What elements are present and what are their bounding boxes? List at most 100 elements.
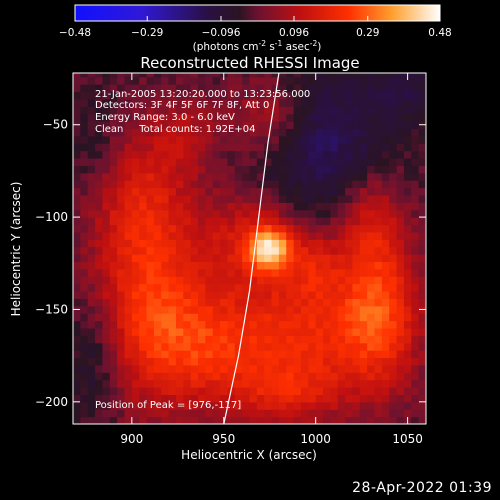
heatmap-cell bbox=[330, 187, 339, 196]
heatmap-cell bbox=[278, 327, 287, 336]
heatmap-cell bbox=[80, 268, 89, 277]
heatmap-cell bbox=[264, 327, 273, 336]
heatmap-cell bbox=[153, 364, 162, 373]
heatmap-cell bbox=[102, 276, 111, 285]
heatmap-cell bbox=[146, 135, 155, 144]
heatmap-cell bbox=[124, 84, 133, 93]
heatmap-cell bbox=[352, 290, 361, 299]
heatmap-cell bbox=[95, 372, 104, 381]
heatmap-cell bbox=[80, 283, 89, 292]
heatmap-cell bbox=[278, 335, 287, 344]
heatmap-cell bbox=[153, 224, 162, 233]
heatmap-cell bbox=[102, 194, 111, 203]
heatmap-cell bbox=[403, 268, 412, 277]
heatmap-cell bbox=[234, 327, 243, 336]
heatmap-cell bbox=[198, 121, 206, 130]
heatmap-cell bbox=[389, 150, 398, 159]
heatmap-cell bbox=[330, 194, 339, 203]
heatmap-cell bbox=[212, 268, 221, 277]
heatmap-cell bbox=[330, 320, 339, 329]
heatmap-cell bbox=[411, 106, 420, 115]
heatmap-cell bbox=[256, 409, 265, 418]
heatmap-cell bbox=[95, 254, 104, 263]
heatmap-cell bbox=[220, 180, 229, 189]
heatmap-cell bbox=[183, 165, 192, 174]
heatmap-cell bbox=[131, 224, 140, 233]
heatmap-cell bbox=[220, 202, 229, 211]
heatmap-cell bbox=[175, 217, 184, 226]
heatmap-cell bbox=[381, 106, 390, 115]
heatmap-cell bbox=[168, 98, 177, 107]
heatmap-cell bbox=[271, 187, 280, 196]
heatmap-cell bbox=[352, 84, 361, 93]
heatmap-cell bbox=[256, 239, 265, 248]
heatmap-cell bbox=[139, 394, 148, 403]
heatmap-cell bbox=[271, 313, 280, 322]
heatmap-cell bbox=[264, 298, 273, 307]
heatmap-cell bbox=[374, 342, 383, 351]
heatmap-cell bbox=[403, 202, 412, 211]
heatmap-cell bbox=[205, 290, 214, 299]
heatmap-cell bbox=[168, 106, 177, 115]
heatmap-cell bbox=[153, 202, 162, 211]
heatmap-cell bbox=[352, 157, 361, 166]
heatmap-cell bbox=[109, 91, 118, 100]
heatmap-cell bbox=[124, 231, 133, 240]
heatmap-cell bbox=[389, 187, 398, 196]
heatmap-cell bbox=[139, 342, 148, 351]
heatmap-cell bbox=[352, 106, 361, 115]
heatmap-cell bbox=[264, 180, 273, 189]
heatmap-cell bbox=[418, 202, 426, 211]
heatmap-cell bbox=[227, 194, 236, 203]
heatmap-cell bbox=[161, 121, 170, 130]
heatmap-cell bbox=[323, 106, 331, 115]
heatmap-cell bbox=[389, 143, 398, 152]
heatmap-cell bbox=[286, 165, 295, 174]
heatmap-cell bbox=[308, 283, 317, 292]
heatmap-cell bbox=[278, 276, 287, 285]
heatmap-cell bbox=[330, 409, 339, 418]
heatmap-cell bbox=[359, 379, 368, 388]
heatmap-cell bbox=[234, 113, 243, 122]
heatmap-cell bbox=[389, 254, 398, 263]
heatmap-cell bbox=[87, 298, 96, 307]
heatmap-cell bbox=[418, 98, 426, 107]
axis-ticks: 900 950 1000 1050−50−100−150−200 bbox=[35, 73, 426, 446]
heatmap-cell bbox=[249, 165, 258, 174]
heatmap-cell bbox=[315, 416, 324, 424]
heatmap-cell bbox=[161, 298, 170, 307]
heatmap-cell bbox=[411, 121, 420, 130]
heatmap-cell bbox=[293, 290, 302, 299]
heatmap-cell bbox=[242, 217, 251, 226]
heatmap-cell bbox=[161, 98, 170, 107]
heatmap-cell bbox=[411, 350, 420, 359]
heatmap-cell bbox=[73, 157, 81, 166]
heatmap-cell bbox=[367, 202, 376, 211]
heatmap-cell bbox=[337, 320, 346, 329]
heatmap-cell bbox=[381, 416, 390, 424]
heatmap-cell bbox=[234, 372, 243, 381]
heatmap-cell bbox=[271, 305, 280, 314]
heatmap-cell bbox=[131, 194, 140, 203]
heatmap-cell bbox=[183, 98, 192, 107]
heatmap-cell bbox=[352, 387, 361, 396]
heatmap-cell bbox=[175, 91, 184, 100]
heatmap-cell bbox=[168, 246, 177, 255]
heatmap-cell bbox=[205, 364, 214, 373]
heatmap-cell bbox=[352, 231, 361, 240]
heatmap-cell bbox=[330, 298, 339, 307]
heatmap-cell bbox=[117, 409, 126, 418]
heatmap-cell bbox=[359, 187, 368, 196]
heatmap-cell bbox=[359, 84, 368, 93]
heatmap-cell bbox=[337, 372, 346, 381]
heatmap-cell bbox=[109, 84, 118, 93]
heatmap-cell bbox=[80, 342, 89, 351]
heatmap-cell bbox=[205, 372, 214, 381]
heatmap-cell bbox=[330, 254, 339, 263]
heatmap-cell bbox=[131, 84, 140, 93]
heatmap-cell bbox=[315, 320, 324, 329]
heatmap-cell bbox=[286, 98, 295, 107]
heatmap-cell bbox=[300, 305, 309, 314]
heatmap-cell bbox=[264, 313, 273, 322]
heatmap-cell bbox=[242, 76, 251, 85]
